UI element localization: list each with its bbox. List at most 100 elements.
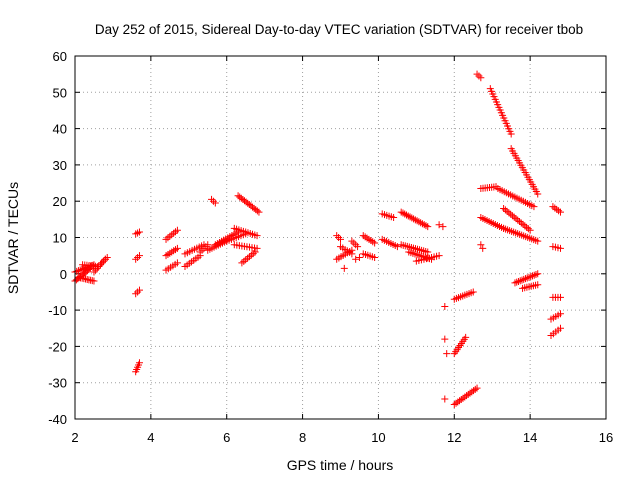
- data-point: [173, 226, 181, 234]
- x-tick-label: 14: [523, 430, 537, 445]
- data-point: [556, 324, 564, 332]
- data-point: [503, 207, 511, 215]
- data-point: [470, 387, 478, 395]
- data-point: [253, 207, 261, 215]
- data-point: [348, 237, 356, 245]
- data-point: [208, 195, 216, 203]
- data-point: [132, 290, 140, 298]
- data-point: [513, 278, 521, 286]
- y-tick-label: -10: [48, 303, 67, 318]
- data-point: [534, 270, 542, 278]
- data-point: [556, 293, 564, 301]
- x-tick-label: 12: [447, 430, 461, 445]
- data-point: [523, 274, 531, 282]
- data-point: [164, 234, 172, 242]
- data-point: [479, 244, 487, 252]
- data-point: [411, 216, 419, 224]
- data-point: [500, 204, 508, 212]
- data-point: [556, 208, 564, 216]
- data-point: [168, 231, 176, 239]
- data-point: [408, 214, 416, 222]
- data-point: [523, 223, 531, 231]
- data-point: [96, 261, 104, 269]
- data-point: [524, 225, 532, 233]
- grid: [75, 56, 606, 419]
- data-point: [454, 398, 462, 406]
- data-point: [469, 288, 477, 296]
- data-point: [452, 399, 460, 407]
- data-point: [439, 223, 447, 231]
- data-point: [418, 220, 426, 228]
- data-point: [441, 395, 449, 403]
- data-point: [251, 248, 259, 256]
- data-point: [530, 271, 538, 279]
- data-point: [371, 253, 379, 261]
- data-point: [399, 209, 407, 217]
- y-tick-label: 40: [53, 122, 67, 137]
- y-tick-labels: -40 -30 -20 -10 0 10 20 30 40 50 60: [48, 49, 67, 427]
- data-point: [173, 259, 181, 267]
- data-point: [249, 250, 257, 258]
- data-point: [525, 273, 533, 281]
- data-point: [473, 384, 481, 392]
- data-point: [80, 265, 88, 273]
- data-point: [413, 217, 421, 225]
- data-point: [101, 255, 109, 263]
- data-point: [238, 259, 246, 267]
- data-point: [443, 350, 451, 358]
- data-point: [466, 389, 474, 397]
- data-point: [511, 279, 519, 287]
- chart-title: Day 252 of 2015, Sidereal Day-to-day VTE…: [95, 22, 583, 37]
- data-point: [534, 281, 542, 289]
- data-point: [74, 267, 82, 275]
- data-point: [170, 229, 178, 237]
- data-point: [134, 288, 142, 296]
- data-point: [352, 255, 360, 263]
- data-point: [401, 210, 409, 218]
- data-point: [76, 266, 84, 274]
- data-point: [516, 218, 524, 226]
- y-tick-label: -40: [48, 412, 67, 427]
- data-point: [132, 255, 140, 263]
- data-point: [435, 252, 443, 260]
- data-point: [95, 263, 103, 271]
- data-point: [508, 212, 516, 220]
- data-point: [532, 270, 540, 278]
- data-point: [507, 130, 515, 138]
- data-point: [456, 397, 464, 405]
- data-point: [355, 253, 363, 261]
- data-point: [73, 267, 81, 275]
- y-tick-label: 50: [53, 85, 67, 100]
- data-point: [450, 400, 458, 408]
- data-point: [410, 215, 418, 223]
- data-point: [340, 264, 348, 272]
- data-point: [333, 232, 341, 240]
- data-point: [90, 277, 98, 285]
- data-point: [463, 392, 471, 400]
- data-point: [468, 388, 476, 396]
- data-point: [166, 232, 174, 240]
- data-point: [517, 219, 525, 227]
- data-point: [516, 277, 524, 285]
- x-axis-title: GPS time / hours: [287, 457, 394, 473]
- data-point: [521, 222, 529, 230]
- data-point: [507, 210, 515, 218]
- data-point: [514, 277, 522, 285]
- data-point: [556, 244, 564, 252]
- data-point: [402, 211, 410, 219]
- data-point: [475, 72, 483, 80]
- x-tick-label: 4: [147, 430, 154, 445]
- data-points: [71, 70, 564, 408]
- x-tick-label: 16: [599, 430, 613, 445]
- data-point: [172, 228, 180, 236]
- data-point: [134, 253, 142, 261]
- data-point: [457, 395, 465, 403]
- data-point: [527, 273, 535, 281]
- data-point: [526, 226, 534, 234]
- data-point: [135, 228, 143, 236]
- data-point: [473, 70, 481, 78]
- data-point: [514, 216, 522, 224]
- x-tick-label: 10: [371, 430, 385, 445]
- data-point: [404, 212, 412, 220]
